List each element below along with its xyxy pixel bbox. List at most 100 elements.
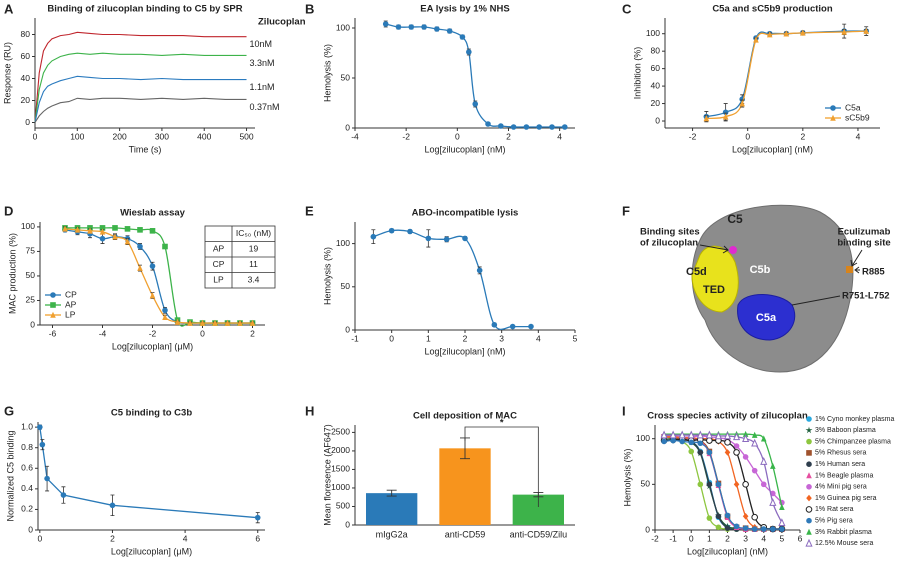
table-cell: LP: [213, 275, 224, 285]
series-line: [34, 31, 247, 123]
binding-site: [729, 246, 737, 254]
marker: [753, 36, 759, 43]
marker: [137, 264, 143, 271]
marker: [669, 430, 677, 439]
marker: [39, 441, 46, 448]
marker: [830, 114, 836, 121]
structure-label: C5: [727, 212, 743, 226]
marker: [805, 506, 813, 513]
marker: [715, 524, 722, 531]
x-tick-label: 2: [506, 131, 511, 141]
marker: [162, 243, 168, 250]
x-tick-label: 2: [463, 333, 468, 343]
marker: [466, 49, 472, 55]
arrow: [699, 244, 729, 254]
legend-label: 3% Baboon plasma: [815, 427, 876, 434]
chart-title: Wieslab assay: [120, 208, 186, 219]
x-axis-label: Time (s): [129, 144, 162, 154]
marker: [841, 28, 847, 35]
y-axis-label: Mean floresence (AF647): [322, 424, 332, 526]
marker: [806, 494, 812, 502]
marker: [697, 481, 704, 488]
table-header: IC₅₀ (nM): [236, 228, 271, 238]
marker: [806, 438, 812, 445]
y-tick-label: 50: [641, 479, 651, 489]
x-tick-label: 300: [155, 131, 169, 141]
y-tick-label: 1500: [331, 464, 350, 474]
structure-label: R885: [862, 267, 885, 278]
series-line: [39, 427, 258, 519]
marker: [50, 292, 56, 298]
marker: [806, 472, 812, 479]
series-label: 1.1nM: [250, 82, 275, 92]
legend-label: sC5b9: [845, 112, 870, 122]
x-tick-label: 0: [745, 131, 750, 141]
marker: [703, 115, 710, 122]
x-tick-label: 100: [70, 131, 84, 141]
marker: [162, 313, 168, 320]
chart-title: Binding of zilucoplan binding to C5 by S…: [47, 4, 242, 15]
chart-title: Cell deposition of MAC: [413, 411, 517, 422]
x-tick-label: 1: [707, 533, 712, 543]
marker: [44, 475, 50, 482]
panel-label: I: [622, 403, 626, 418]
y-tick-label: 0.8: [21, 442, 33, 452]
marker: [805, 538, 813, 547]
x-tick-label: 5: [573, 333, 578, 343]
marker: [421, 24, 427, 30]
panel-label: C: [622, 1, 632, 16]
marker: [705, 430, 713, 439]
x-tick-label: 1: [426, 333, 431, 343]
x-tick-label: 3: [499, 333, 504, 343]
x-tick-label: -6: [49, 328, 57, 338]
panel-label: D: [4, 203, 13, 218]
marker: [742, 430, 749, 437]
bar: [366, 493, 418, 525]
series-line: [34, 75, 247, 123]
eculizumab-site: [846, 266, 853, 273]
marker: [863, 27, 870, 34]
marker: [715, 481, 722, 488]
y-axis-label: Response (RU): [2, 42, 12, 104]
legend-label: 1% Human sera: [815, 461, 865, 468]
x-tick-label: -2: [402, 131, 410, 141]
chart-title: EA lysis by 1% NHS: [420, 4, 509, 15]
y-tick-label: 80: [21, 29, 31, 39]
series-line: [385, 23, 565, 128]
marker: [732, 432, 741, 441]
marker: [459, 34, 466, 40]
marker: [778, 518, 786, 526]
marker: [212, 319, 218, 326]
marker: [149, 292, 156, 299]
x-axis-label: Log[zilucoplan] (nM): [687, 546, 768, 556]
marker: [74, 226, 81, 233]
y-tick-label: 50: [341, 72, 351, 82]
marker: [109, 502, 116, 509]
series-label: 10nM: [250, 39, 273, 49]
y-axis-label: Normalized C5 binding: [5, 430, 15, 521]
x-tick-label: 4: [536, 333, 541, 343]
legend-label: C5a: [845, 102, 861, 112]
x-tick-label: 4: [856, 131, 861, 141]
marker: [528, 323, 534, 330]
panel-label: E: [305, 203, 314, 218]
domain-c5a: [737, 294, 796, 341]
chart-title: ABO-incompatible lysis: [412, 208, 519, 219]
significance-bracket: [464, 426, 539, 507]
legend-label: 1% Rat sera: [815, 506, 854, 513]
y-tick-label: 100: [646, 28, 660, 38]
y-tick-label: 40: [651, 80, 661, 90]
x-tick-label: -2: [689, 131, 697, 141]
marker: [751, 438, 759, 447]
chart-title: C5a and sC5b9 production: [712, 4, 833, 15]
marker: [779, 503, 785, 510]
legend-label: CP: [65, 289, 77, 299]
x-tick-label: 0: [200, 328, 205, 338]
marker: [688, 439, 695, 446]
marker: [137, 243, 143, 250]
marker: [766, 31, 773, 38]
domain-c5d: [691, 245, 739, 313]
y-tick-label: 2000: [331, 445, 350, 455]
legend-label: 4% Mini pig sera: [815, 484, 867, 491]
